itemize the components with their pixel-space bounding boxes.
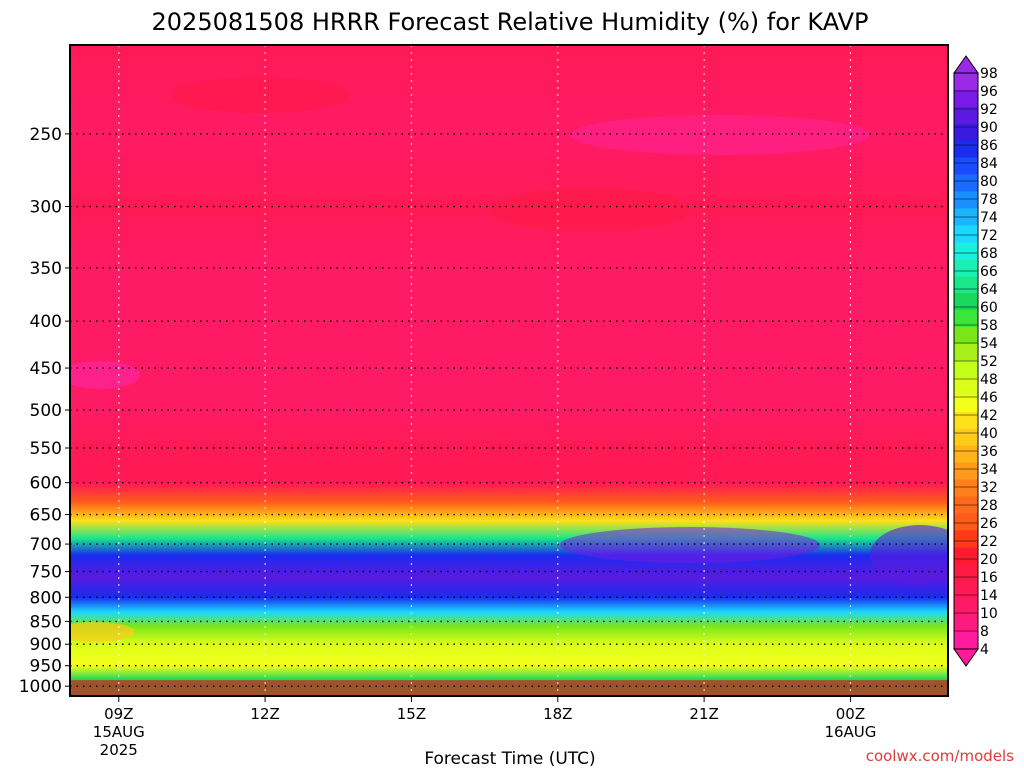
y-tick-label: 750: [30, 563, 62, 583]
colorbar-label: 84: [980, 156, 998, 172]
credit-text: coolwx.com/models: [866, 747, 1014, 765]
y-axis: 250 300 350 400 450 500 550 600 650 700 750 800 850 9…: [19, 125, 70, 697]
colorbar-label: 22: [980, 534, 998, 550]
y-tick-label: 700: [30, 535, 62, 555]
ground-layer: [70, 680, 948, 696]
rh-field: [70, 45, 948, 696]
colorbar-label: 80: [980, 174, 998, 190]
colorbar-label: 14: [980, 588, 998, 604]
colorbar-bottom-arrow: [953, 648, 979, 667]
colorbar-label: 36: [980, 444, 998, 460]
y-tick-label: 450: [30, 359, 62, 379]
dry-patch: [170, 77, 350, 113]
colorbar-label: 86: [980, 138, 998, 154]
colorbar-label: 32: [980, 480, 998, 496]
x-tick-label: 15Z: [397, 705, 426, 723]
colorbar-label: 42: [980, 408, 998, 424]
y-tick-label: 600: [30, 474, 62, 494]
x-tick-label: 09Z: [104, 705, 133, 723]
colorbar-label: 48: [980, 372, 998, 388]
colorbar-label: 60: [980, 300, 998, 316]
colorbar-label: 34: [980, 462, 998, 478]
colorbar-label: 26: [980, 516, 998, 532]
colorbar-label: 10: [980, 606, 998, 622]
colorbar-label: 46: [980, 390, 998, 406]
colorbar-label: 66: [980, 264, 998, 280]
colorbar-label: 90: [980, 120, 998, 136]
colorbar-label: 74: [980, 210, 998, 226]
colorbar-label: 68: [980, 246, 998, 262]
colorbar-label: 20: [980, 552, 998, 568]
plot-area: [70, 45, 948, 696]
y-tick-label: 900: [30, 635, 62, 655]
colorbar-label: 58: [980, 318, 998, 334]
colorbar: 4810141620222628323436404246485254586064…: [953, 55, 998, 667]
dry-low-patch: [70, 622, 135, 642]
x-tick-date: 16AUG: [824, 723, 876, 741]
y-tick-label: 350: [30, 259, 62, 279]
colorbar-label: 78: [980, 192, 998, 208]
colorbar-label: 64: [980, 282, 998, 298]
colorbar-top-arrow: [953, 55, 979, 74]
dry-patch: [490, 188, 690, 232]
moist-patch: [570, 115, 870, 155]
y-tick-label: 1000: [19, 677, 62, 697]
colorbar-label: 96: [980, 84, 998, 100]
saturated-patch: [560, 527, 820, 563]
colorbar-label: 72: [980, 228, 998, 244]
y-tick-label: 250: [30, 125, 62, 145]
colorbar-label: 54: [980, 336, 998, 352]
x-tick-year: 2025: [100, 741, 138, 759]
x-tick-label: 00Z: [836, 705, 865, 723]
y-tick-label: 650: [30, 506, 62, 526]
y-tick-label: 400: [30, 312, 62, 332]
plot-frame: [69, 44, 949, 697]
colorbar-label: 92: [980, 102, 998, 118]
x-axis-label: Forecast Time (UTC): [424, 749, 595, 768]
y-tick-label: 500: [30, 401, 62, 421]
moist-patch: [70, 361, 140, 389]
colorbar-label: 98: [980, 66, 998, 82]
y-tick-label: 950: [30, 657, 62, 677]
x-tick-label: 21Z: [689, 705, 718, 723]
y-tick-label: 300: [30, 198, 62, 218]
colorbar-label: 8: [980, 624, 989, 640]
chart-title: 2025081508 HRRR Forecast Relative Humidi…: [152, 8, 869, 36]
colorbar-label: 40: [980, 426, 998, 442]
y-tick-label: 550: [30, 439, 62, 459]
x-tick-label: 18Z: [543, 705, 572, 723]
y-tick-label: 850: [30, 612, 62, 632]
saturated-patch: [870, 525, 948, 585]
colorbar-label: 16: [980, 570, 998, 586]
x-tick-date: 15AUG: [93, 723, 145, 741]
colorbar-label: 28: [980, 498, 998, 514]
x-tick-label: 12Z: [250, 705, 279, 723]
y-tick-label: 800: [30, 588, 62, 608]
colorbar-label: 52: [980, 354, 998, 370]
colorbar-label: 4: [980, 642, 989, 658]
